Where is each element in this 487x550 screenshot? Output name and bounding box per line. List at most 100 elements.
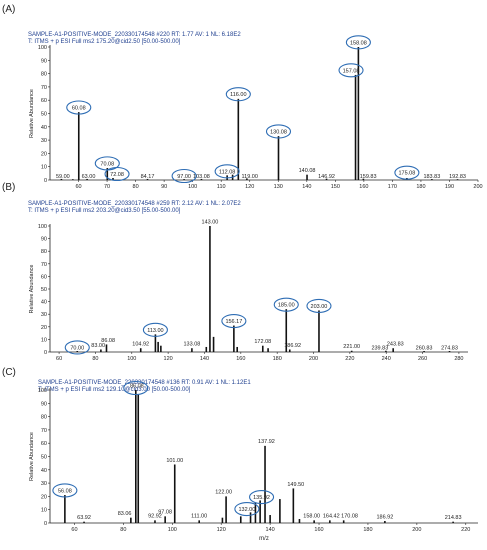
peak-label: 104.92	[132, 342, 149, 348]
scan-filter: T: ITMS + p ESI Full ms2 203.20@cid3.50 …	[28, 208, 181, 214]
highlight-circle	[214, 164, 240, 179]
x-tick-label: 80	[92, 356, 98, 362]
x-tick-label: 100	[127, 356, 136, 362]
x-tick-label: 140	[302, 184, 311, 190]
peak-label: 83.06	[118, 511, 132, 517]
peak-label: 156.17	[225, 319, 242, 325]
peak-label: 186.92	[284, 343, 301, 349]
peak-label: 158.00	[303, 514, 320, 520]
x-tick-label: 160	[359, 184, 368, 190]
peak-label: 132.00	[238, 507, 255, 513]
highlight-circle	[306, 298, 332, 313]
highlight-circle	[142, 322, 168, 337]
peak-label: 260.83	[416, 345, 433, 351]
x-tick-label: 170	[388, 184, 397, 190]
peak-label: 143.00	[202, 219, 219, 225]
peak-label: 140.08	[299, 168, 316, 174]
y-tick-label: 70	[41, 262, 47, 268]
peak-label: 159.83	[360, 174, 377, 180]
y-tick-label: 20	[41, 494, 47, 500]
x-tick-label: 280	[454, 356, 463, 362]
y-tick-label: 30	[41, 138, 47, 144]
peak-label: 172.08	[254, 339, 271, 345]
scan-info: SAMPLE-A1-POSITIVE-MODE_220330174548 #22…	[28, 32, 241, 38]
peak-label: 56.08	[58, 488, 72, 494]
peak-label: 101.00	[166, 458, 183, 464]
x-tick-label: 200	[412, 527, 421, 533]
peak-label: 111.00	[191, 514, 207, 520]
x-tick-label: 220	[345, 356, 354, 362]
peak-label: 133.08	[183, 342, 200, 348]
y-tick-label: 60	[41, 274, 47, 280]
y-tick-label: 0	[44, 350, 47, 356]
x-tick-label: 140	[200, 356, 209, 362]
highlight-circle	[64, 340, 90, 355]
y-axis-label: Relative Abundance	[29, 89, 35, 138]
x-tick-label: 200	[309, 356, 318, 362]
y-tick-label: 80	[41, 72, 47, 78]
peak-label: 84.17	[141, 174, 155, 180]
peak-label: 130.08	[270, 129, 287, 135]
peak-label: 183.83	[423, 174, 440, 180]
peak-label: 192.83	[449, 174, 466, 180]
x-tick-label: 80	[120, 527, 126, 533]
y-axis-label: Relative Abundance	[29, 432, 35, 481]
highlight-circle	[52, 483, 78, 498]
x-tick-label: 220	[461, 527, 470, 533]
peak-label: 70.00	[70, 345, 84, 351]
x-tick-label: 260	[418, 356, 427, 362]
x-tick-label: 120	[217, 527, 226, 533]
highlight-circle	[66, 100, 92, 115]
peak-label: 164.42	[323, 514, 340, 520]
x-tick-label: 180	[416, 184, 425, 190]
x-tick-label: 100	[168, 527, 177, 533]
scan-info: SAMPLE-A1-POSITIVE-MODE_220330174548 #25…	[28, 201, 241, 207]
x-tick-label: 200	[473, 184, 482, 190]
y-tick-label: 100	[38, 388, 47, 394]
x-tick-label: 60	[71, 527, 77, 533]
highlight-circle	[249, 490, 275, 505]
x-tick-label: 130	[274, 184, 283, 190]
y-tick-label: 10	[41, 508, 47, 514]
peak-label: 175.08	[398, 171, 415, 177]
peak-label: 86.08	[101, 338, 115, 344]
peak-label: 122.00	[215, 490, 232, 496]
y-tick-label: 100	[38, 45, 47, 51]
highlight-circle	[171, 168, 197, 184]
highlight-circle	[338, 63, 364, 78]
peak-label: 92.92	[148, 514, 162, 520]
peak-label: 135.92	[253, 495, 270, 501]
peak-label: 146.92	[318, 174, 335, 180]
y-tick-label: 20	[41, 325, 47, 331]
x-tick-label: 80	[133, 184, 139, 190]
y-tick-label: 60	[41, 98, 47, 104]
y-tick-label: 70	[41, 428, 47, 434]
x-tick-label: 150	[331, 184, 340, 190]
peak-label: 203.00	[311, 304, 328, 310]
peak-label: 158.08	[350, 40, 367, 46]
y-tick-label: 90	[41, 401, 47, 407]
peak-label: 86.08	[130, 383, 144, 389]
peak-label: 239.83	[371, 345, 388, 351]
y-tick-label: 30	[41, 481, 47, 487]
x-tick-label: 140	[266, 527, 275, 533]
peak-label: 103.08	[193, 174, 210, 180]
y-tick-label: 20	[41, 151, 47, 157]
peak-label: 119.00	[242, 174, 258, 180]
y-tick-label: 90	[41, 58, 47, 64]
highlight-circle	[225, 87, 251, 102]
highlight-circle	[265, 124, 292, 139]
peak-label: 186.92	[376, 514, 393, 520]
peak-label: 243.83	[387, 342, 404, 348]
peak-label: 63.00	[82, 174, 96, 180]
peak-label: 113.00	[147, 328, 163, 334]
peak-label: 214.83	[445, 515, 462, 521]
peak-label: 137.92	[258, 439, 275, 445]
panel-label-c: (C)	[2, 367, 16, 378]
y-tick-label: 0	[44, 178, 47, 184]
x-tick-label: 120	[164, 356, 173, 362]
y-axis-label: Relative Abundance	[29, 265, 35, 314]
peak-label: 72.08	[110, 172, 124, 178]
scan-filter: T: ITMS + p ESI Full ms2 129.10@cid3.00 …	[38, 387, 191, 393]
